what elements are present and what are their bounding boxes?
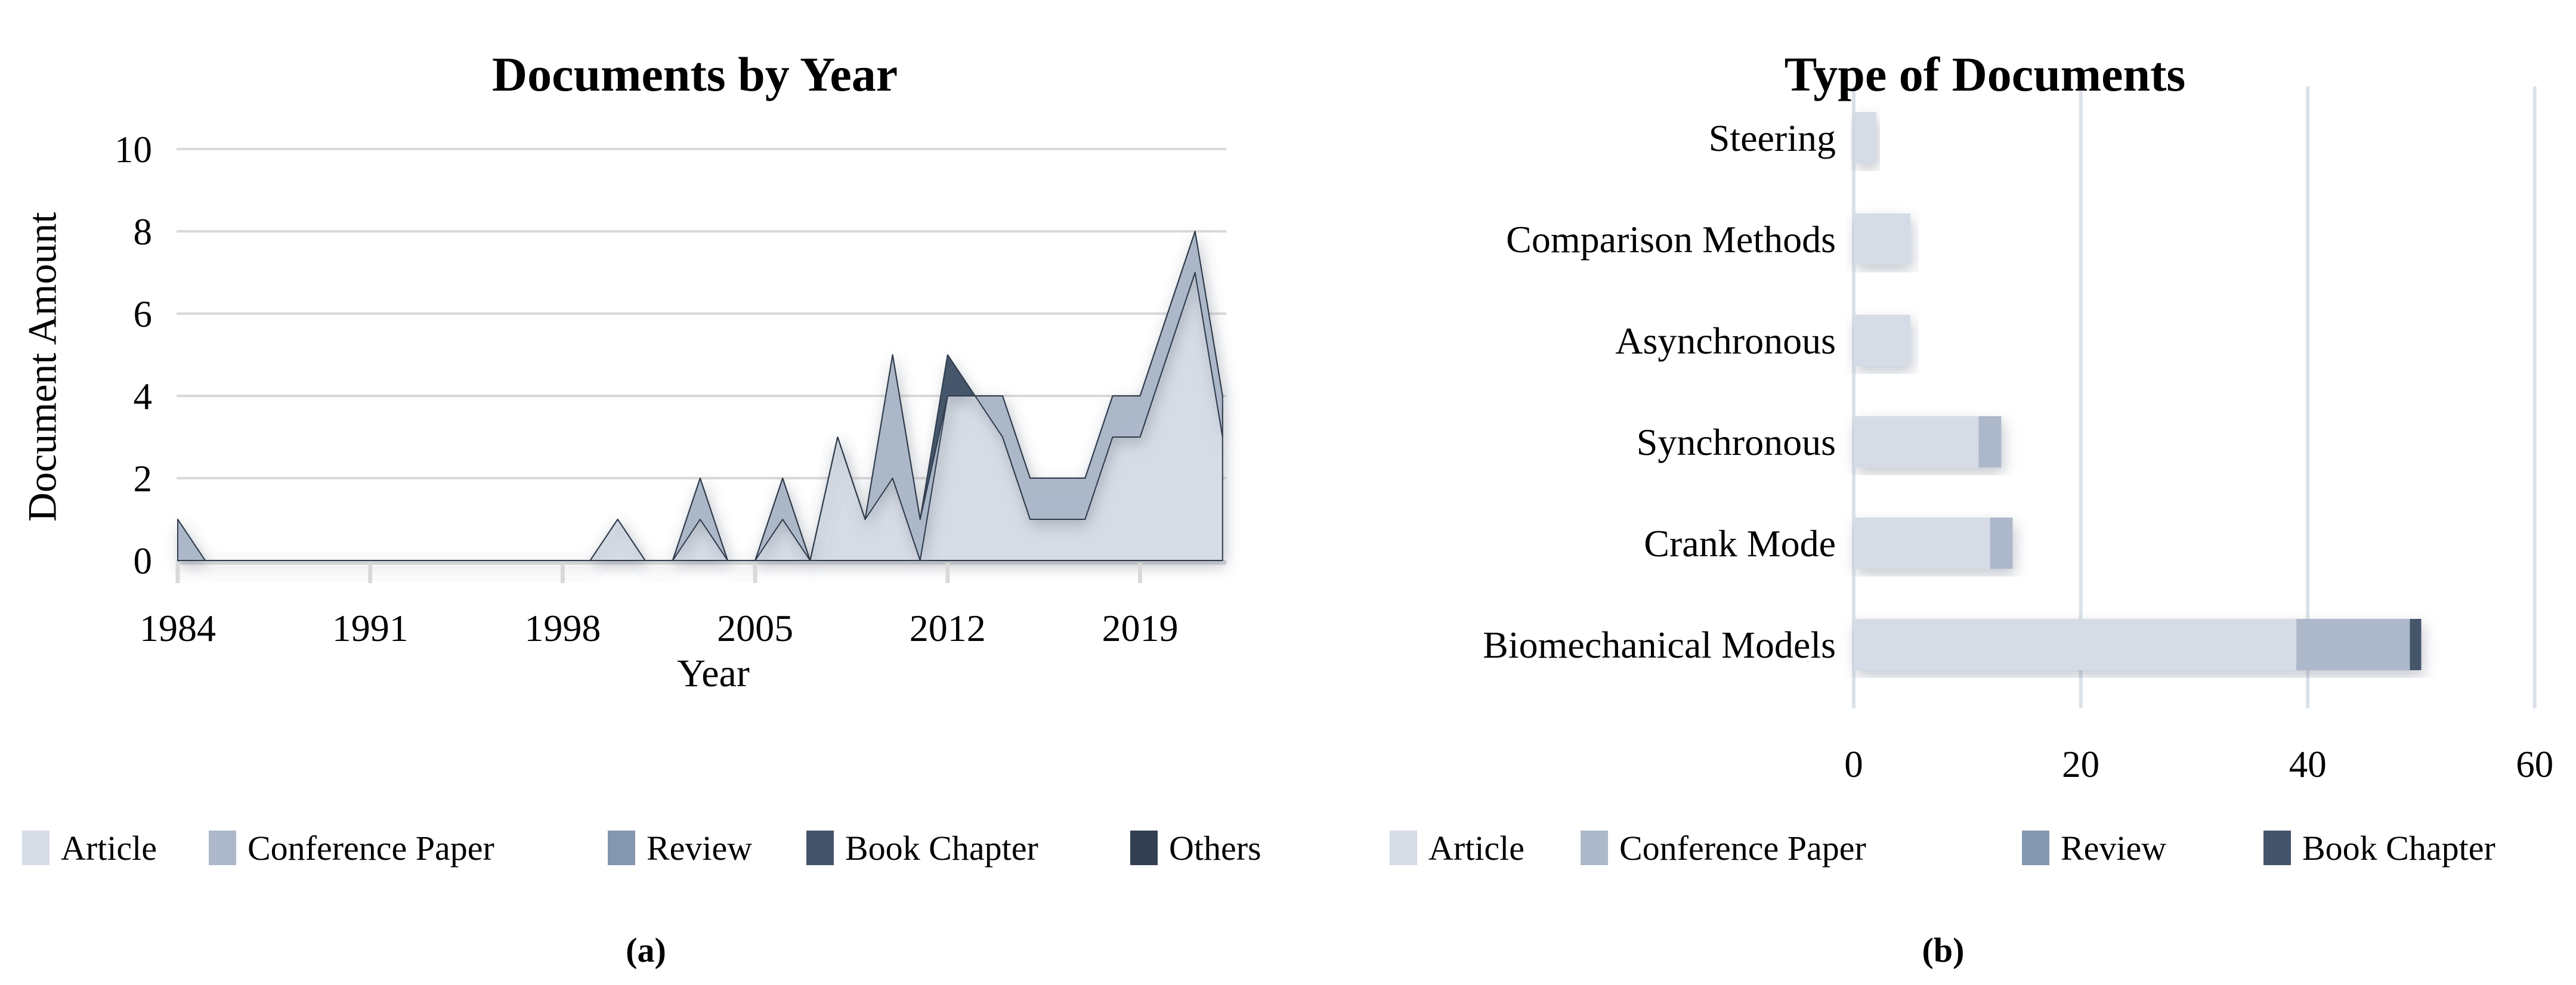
legend-swatch-icon xyxy=(1581,831,1608,865)
category-label: Steering xyxy=(1709,117,1836,159)
bar-segment-article xyxy=(1854,315,1911,366)
chart-a-x-axis-title: Year xyxy=(677,652,750,695)
legend-item-conference-paper: Conference Paper xyxy=(1581,828,1866,868)
legend-label: Article xyxy=(1428,828,1525,868)
legend-label: Conference Paper xyxy=(248,828,494,868)
bar-row xyxy=(1854,619,2422,670)
area-series-book-chapter xyxy=(177,231,1223,561)
y-tick-label: 10 xyxy=(115,129,152,171)
legend-swatch-icon xyxy=(1390,831,1417,865)
legend-item-book-chapter: Book Chapter xyxy=(2263,828,2495,868)
legend-item-review: Review xyxy=(608,828,753,868)
x-tick-label: 2005 xyxy=(717,607,793,649)
category-label: Biomechanical Models xyxy=(1483,624,1836,666)
legend-item-review: Review xyxy=(2022,828,2167,868)
bar-row xyxy=(1854,416,2002,467)
y-tick-label: 8 xyxy=(134,211,153,253)
category-label: Synchronous xyxy=(1637,421,1836,463)
bar-row xyxy=(1854,315,1911,366)
x-tick-label: 1984 xyxy=(140,607,216,649)
bar-segment-article xyxy=(1854,213,1911,265)
legend-item-article: Article xyxy=(1390,828,1525,868)
legend-label: Conference Paper xyxy=(1619,828,1866,868)
legend-item-conference-paper: Conference Paper xyxy=(209,828,494,868)
bar-segment-article xyxy=(1854,518,1990,569)
x-tick-label: 60 xyxy=(2516,744,2553,785)
bar-segment-conference-paper xyxy=(2296,619,2410,670)
legend-swatch-icon xyxy=(22,831,50,865)
legend-swatch-icon xyxy=(1130,831,1158,865)
category-label: Comparison Methods xyxy=(1506,218,1836,261)
caption-b: (b) xyxy=(1922,931,1965,969)
x-tick-label: 1991 xyxy=(332,607,409,649)
legend-label: Review xyxy=(647,828,753,868)
legend-swatch-icon xyxy=(2263,831,2291,865)
bar-segment-article xyxy=(1854,112,1877,163)
legend-label: Others xyxy=(1169,828,1261,868)
y-tick-label: 2 xyxy=(134,458,153,500)
category-label: Asynchronous xyxy=(1615,320,1836,362)
bar-segment-book-chapter xyxy=(2410,619,2422,670)
y-tick-label: 0 xyxy=(134,540,153,582)
y-tick-label: 6 xyxy=(134,293,153,335)
chart-a-title: Documents by Year xyxy=(491,47,898,101)
bar-row xyxy=(1854,518,2013,569)
category-label: Crank Mode xyxy=(1644,522,1836,565)
legend-label: Book Chapter xyxy=(845,828,1038,868)
bar-row xyxy=(1854,213,1911,265)
x-tick-label: 20 xyxy=(2062,744,2099,785)
legend-swatch-icon xyxy=(2022,831,2049,865)
chart-a-y-axis-title: Document Amount xyxy=(19,212,65,522)
bar-segment-conference-paper xyxy=(1978,416,2002,467)
bar-segment-article xyxy=(1854,416,1979,467)
legend-swatch-icon xyxy=(806,831,834,865)
area-chart-documents-by-year: 1984 1991 1998 2005 2012 2019 0 2 4 6 8 10 xyxy=(115,129,1226,649)
x-tick-label: 2019 xyxy=(1102,607,1179,649)
x-tick-label: 0 xyxy=(1844,744,1863,785)
legend-label: Article xyxy=(61,828,157,868)
x-tick-label: 1998 xyxy=(524,607,601,649)
legend-label: Review xyxy=(2061,828,2167,868)
legend-label: Book Chapter xyxy=(2302,828,2495,868)
x-tick-label: 40 xyxy=(2289,744,2327,785)
bar-chart-type-of-documents: 0 20 40 60 Steering Comparison Methods Asynchr… xyxy=(1483,86,2553,785)
chart-b-title: Type of Documents xyxy=(1784,47,2186,101)
y-tick-label: 4 xyxy=(134,376,153,417)
legend-swatch-icon xyxy=(209,831,236,865)
x-tick-label: 2012 xyxy=(910,607,986,649)
bar-segment-article xyxy=(1854,619,2297,670)
legend-item-article: Article xyxy=(22,828,157,868)
bar-row xyxy=(1854,112,1877,163)
caption-a: (a) xyxy=(626,931,666,969)
legend-swatch-icon xyxy=(608,831,635,865)
legend-item-book-chapter: Book Chapter xyxy=(806,828,1038,868)
legend-item-others: Others xyxy=(1130,828,1261,868)
bar-segment-conference-paper xyxy=(1990,518,2013,569)
